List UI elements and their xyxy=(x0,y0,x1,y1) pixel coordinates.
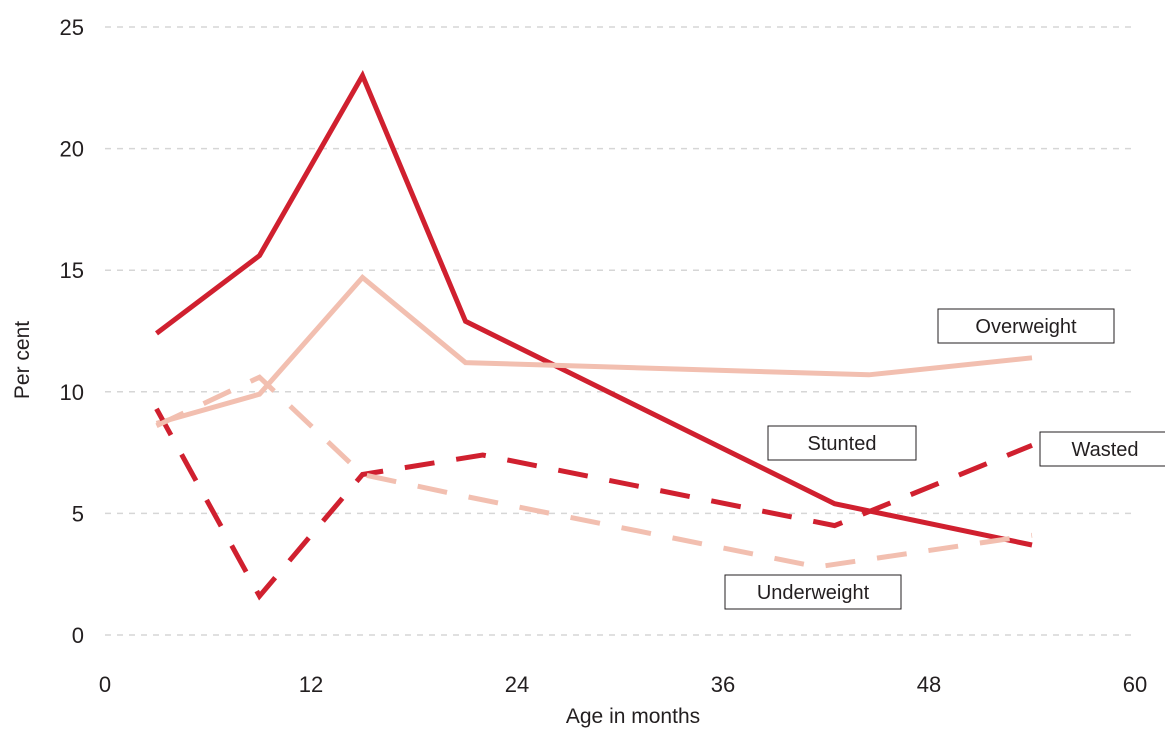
x-axis-ticks: 0 12 24 36 48 60 xyxy=(99,672,1147,697)
series-line-wasted xyxy=(154,407,1033,601)
x-axis-title: Age in months xyxy=(566,705,700,728)
y-tick-label: 10 xyxy=(60,380,84,405)
label-box-stunted xyxy=(767,425,917,461)
y-tick-label: 25 xyxy=(60,15,84,40)
series-labels: Stunted Overweight Wasted Underweight xyxy=(724,308,1165,610)
x-tick-label: 0 xyxy=(99,672,111,697)
series-label-wasted: Wasted xyxy=(1071,439,1138,461)
series-lines xyxy=(154,69,1033,601)
y-axis-ticks: 0 5 10 15 20 25 xyxy=(60,15,84,648)
y-tick-label: 15 xyxy=(60,258,84,283)
y-tick-label: 5 xyxy=(72,501,84,526)
series-line-overweight xyxy=(155,274,1033,426)
series-line-underweight xyxy=(155,374,1033,570)
label-box-wasted xyxy=(1039,431,1165,467)
label-box-underweight xyxy=(724,574,902,610)
y-tick-label: 0 xyxy=(72,623,84,648)
x-tick-label: 24 xyxy=(505,672,529,697)
series-line-stunted xyxy=(154,69,1033,548)
x-tick-label: 60 xyxy=(1123,672,1147,697)
gridlines xyxy=(105,26,1135,636)
x-tick-label: 36 xyxy=(711,672,735,697)
series-label-overweight: Overweight xyxy=(975,316,1077,338)
x-tick-label: 12 xyxy=(299,672,323,697)
x-tick-label: 48 xyxy=(917,672,941,697)
y-axis-title: Per cent xyxy=(11,321,34,399)
series-label-stunted: Stunted xyxy=(808,433,877,455)
y-tick-label: 20 xyxy=(60,137,84,162)
label-box-overweight xyxy=(937,308,1115,344)
series-label-underweight: Underweight xyxy=(757,582,870,604)
